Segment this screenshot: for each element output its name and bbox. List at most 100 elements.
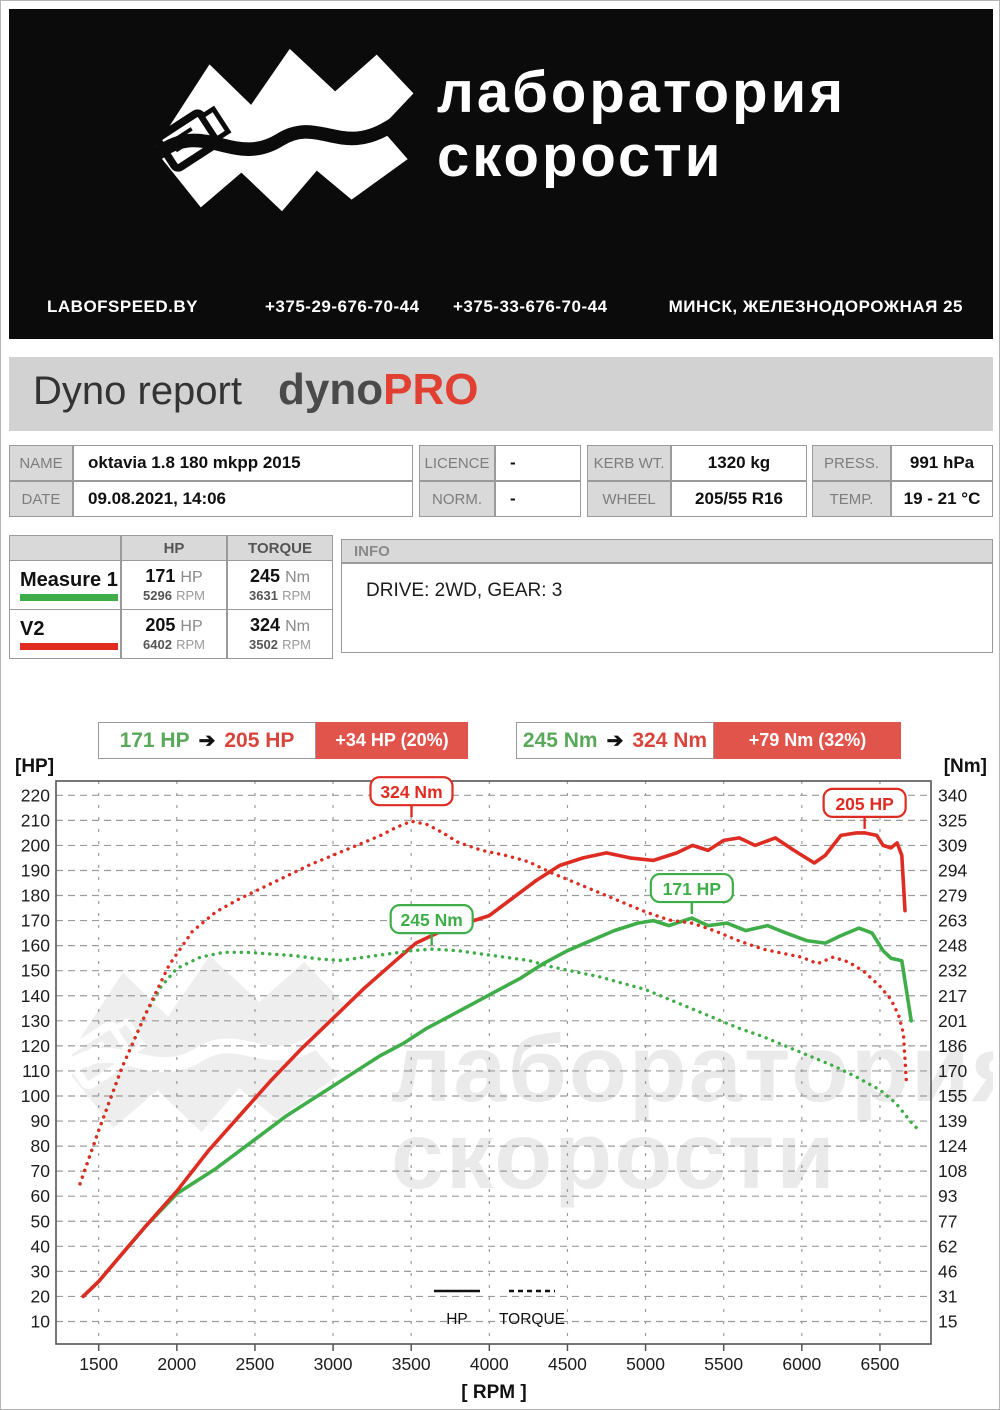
svg-text:10: 10 — [31, 1311, 51, 1331]
svg-text:140: 140 — [21, 986, 50, 1006]
x-axis-label: [ RPM ] — [461, 1382, 526, 1403]
curve-v2-hp — [81, 831, 907, 1299]
svg-text:170: 170 — [938, 1061, 967, 1081]
svg-text:150: 150 — [21, 961, 50, 981]
hp-gain-badge: +34 HP (20%) — [316, 722, 468, 759]
hp-comparison-badge: 171 HP ➔ 205 HP +34 HP (20%) — [98, 722, 468, 759]
svg-text:325: 325 — [938, 810, 967, 830]
annotation-245-nm: 245 Nm — [389, 904, 474, 946]
kerb-label: KERB WT. — [587, 445, 671, 481]
svg-text:139: 139 — [938, 1111, 967, 1131]
svg-text:324 Nm: 324 Nm — [380, 782, 442, 802]
svg-text:3000: 3000 — [314, 1354, 353, 1374]
svg-text:93: 93 — [938, 1186, 957, 1206]
address-label: МИНСК, ЖЕЛЕЗНОДОРОЖНАЯ 25 — [668, 297, 963, 316]
info-box-text: DRIVE: 2WD, GEAR: 3 — [341, 563, 993, 653]
measure-1-hp: 171 — [145, 566, 176, 586]
curve-measure-1-torque — [78, 947, 921, 1186]
black-header: лаборатория скорости LABOFSPEED.BY +375-… — [9, 9, 993, 339]
date-label: DATE — [9, 481, 73, 517]
contact-bar: LABOFSPEED.BY +375-29-676-70-44 +375-33-… — [9, 287, 993, 331]
svg-text:124: 124 — [938, 1136, 967, 1156]
svg-text:60: 60 — [31, 1186, 51, 1206]
svg-text:294: 294 — [938, 860, 967, 880]
svg-text:190: 190 — [21, 860, 50, 880]
svg-text:15: 15 — [938, 1311, 957, 1331]
info-table-row-2: DATE 09.08.2021, 14:06 NORM. - WHEEL 205… — [9, 481, 993, 517]
measure-1-name: Measure 1 — [20, 569, 118, 591]
svg-text:лаборатория: лаборатория — [391, 1016, 993, 1122]
name-label: NAME — [9, 445, 73, 481]
svg-text:2500: 2500 — [235, 1354, 274, 1374]
annotation-171-hp: 171 HP — [649, 872, 734, 915]
dynopro-brand: dynoPRO — [278, 365, 478, 415]
svg-text:171 HP: 171 HP — [663, 879, 722, 899]
v2-hp-rpm: 6402 — [143, 637, 172, 652]
measure-1-torque: 245 — [250, 566, 281, 586]
svg-text:100: 100 — [21, 1086, 50, 1106]
torque-before-value: 245 Nm — [522, 728, 598, 752]
svg-text:245 Nm: 245 Nm — [401, 910, 463, 930]
svg-text:220: 220 — [21, 785, 50, 805]
svg-text:110: 110 — [22, 1061, 50, 1081]
measurements-table: HP TORQUE Measure 1 171 HP 5296 RPM 245 … — [9, 535, 333, 659]
svg-text:4500: 4500 — [548, 1354, 587, 1374]
licence-label: LICENCE — [419, 445, 495, 481]
measure-1-row: Measure 1 171 HP 5296 RPM 245 Nm 3631 RP… — [9, 560, 333, 610]
site-label: LABOFSPEED.BY — [47, 297, 199, 316]
curve-v2-torque — [78, 819, 909, 1186]
date-value: 09.08.2021, 14:06 — [73, 481, 413, 517]
svg-text:248: 248 — [938, 936, 967, 956]
svg-text:3500: 3500 — [392, 1354, 431, 1374]
arrow-right-icon: ➔ — [198, 730, 216, 752]
measure-1-color-bar — [20, 594, 118, 601]
temp-label: TEMP. — [812, 481, 891, 517]
press-label: PRESS. — [812, 445, 891, 481]
annotation-324-nm: 324 Nm — [369, 776, 454, 818]
svg-text:31: 31 — [938, 1286, 957, 1306]
norm-label: NORM. — [419, 481, 495, 517]
y-left-axis-label: [HP] — [15, 756, 54, 777]
svg-text:80: 80 — [31, 1136, 51, 1156]
svg-text:50: 50 — [31, 1211, 51, 1231]
page-title: Dyno report — [33, 369, 242, 413]
brand-dyno: dyno — [277, 365, 384, 414]
torque-column-header: TORQUE — [227, 535, 333, 561]
v2-hp: 205 — [145, 615, 176, 635]
svg-text:170: 170 — [21, 911, 50, 931]
svg-text:40: 40 — [31, 1236, 51, 1256]
torque-gain-badge: +79 Nm (32%) — [714, 722, 901, 759]
svg-text:263: 263 — [938, 911, 967, 931]
lab-wordmark: лаборатория скорости — [437, 61, 846, 189]
svg-text:6500: 6500 — [860, 1354, 899, 1374]
svg-text:HP: HP — [446, 1311, 468, 1328]
measurements-header: HP TORQUE — [9, 535, 333, 561]
svg-text:186: 186 — [938, 1036, 967, 1056]
wheel-label: WHEEL — [587, 481, 671, 517]
svg-text:108: 108 — [938, 1161, 967, 1181]
svg-text:279: 279 — [938, 886, 967, 906]
svg-text:6000: 6000 — [782, 1354, 821, 1374]
hp-before-value: 171 HP — [119, 728, 190, 752]
v2-torque: 324 — [250, 615, 281, 635]
svg-text:TORQUE: TORQUE — [499, 1311, 565, 1328]
svg-text:20: 20 — [31, 1286, 51, 1306]
v2-torque-rpm: 3502 — [249, 637, 278, 652]
svg-text:5000: 5000 — [626, 1354, 665, 1374]
name-value: oktavia 1.8 180 mkpp 2015 — [73, 445, 413, 481]
kerb-value: 1320 kg — [671, 445, 807, 481]
info-box-header: INFO — [341, 539, 993, 563]
svg-text:30: 30 — [31, 1261, 51, 1281]
norm-value: - — [495, 481, 581, 517]
svg-text:120: 120 — [21, 1036, 50, 1056]
title-band: Dyno report dynoPRO — [9, 357, 993, 431]
svg-text:160: 160 — [21, 936, 50, 956]
brand-pro: PRO — [383, 365, 479, 414]
lab-of-speed-logo-icon — [137, 27, 427, 237]
phone-1: +375-29-676-70-44 — [265, 297, 420, 316]
wordmark-line1: лаборатория — [437, 60, 847, 125]
svg-text:46: 46 — [938, 1261, 957, 1281]
v2-color-bar — [20, 643, 118, 650]
